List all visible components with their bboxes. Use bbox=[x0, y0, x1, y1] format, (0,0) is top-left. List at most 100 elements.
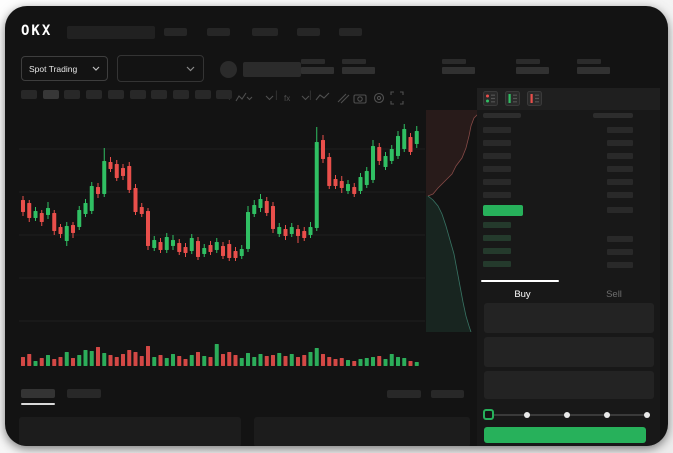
bottom-control-placeholder[interactable] bbox=[387, 390, 421, 398]
ask-price-placeholder bbox=[483, 127, 511, 133]
slider-stop-dot[interactable] bbox=[644, 412, 650, 418]
volume-bar bbox=[277, 353, 282, 366]
slider-stop-dot[interactable] bbox=[524, 412, 530, 418]
candle bbox=[202, 244, 207, 257]
candle bbox=[83, 199, 88, 217]
order-input-placeholder[interactable] bbox=[484, 371, 654, 399]
slider-stop-dot[interactable] bbox=[564, 412, 570, 418]
toolbar-divider: | bbox=[309, 90, 312, 101]
volume-bar bbox=[89, 351, 94, 366]
volume-bar bbox=[396, 357, 400, 366]
timeframe-button[interactable] bbox=[216, 90, 233, 99]
nav-item-placeholder[interactable] bbox=[252, 28, 278, 36]
ask-amount-placeholder bbox=[607, 153, 633, 159]
timeframe-button[interactable] bbox=[86, 90, 103, 99]
candle bbox=[183, 243, 188, 257]
tab-sell[interactable]: Sell bbox=[606, 289, 622, 300]
nav-item-placeholder[interactable] bbox=[164, 28, 187, 36]
timeframe-button[interactable] bbox=[172, 90, 189, 99]
candle bbox=[214, 238, 219, 253]
stat-label-placeholder bbox=[301, 59, 325, 64]
volume-bar bbox=[164, 358, 169, 366]
candlestick-chart[interactable] bbox=[19, 106, 425, 376]
timeframe-button[interactable] bbox=[194, 90, 211, 99]
volume-bar bbox=[258, 354, 263, 366]
volume-bar bbox=[221, 354, 225, 366]
nav-item-placeholder[interactable] bbox=[297, 28, 320, 36]
indicator-zigzag-icon[interactable] bbox=[235, 90, 253, 106]
nav-item-placeholder[interactable] bbox=[207, 28, 230, 36]
orderbook-last-price bbox=[483, 205, 523, 216]
volume-bar bbox=[302, 355, 307, 366]
ask-amount-placeholder bbox=[607, 166, 633, 172]
candle bbox=[358, 173, 363, 194]
volume-bar bbox=[208, 357, 213, 366]
candle bbox=[258, 194, 263, 212]
ask-price-placeholder bbox=[483, 192, 511, 198]
volume-bar bbox=[339, 358, 344, 366]
line-chart-icon[interactable] bbox=[315, 90, 333, 106]
candle bbox=[189, 234, 194, 254]
book-combined-icon[interactable] bbox=[483, 91, 498, 106]
settings-gear-icon[interactable] bbox=[371, 90, 389, 106]
bid-amount-placeholder bbox=[607, 236, 633, 242]
amount-slider-handle[interactable] bbox=[483, 409, 494, 420]
order-input-placeholder[interactable] bbox=[484, 303, 654, 333]
ask-amount-placeholder bbox=[607, 127, 633, 133]
fullscreen-icon[interactable] bbox=[389, 90, 407, 106]
candle bbox=[139, 203, 144, 217]
orderbook-price-column-header bbox=[483, 113, 521, 118]
depth-ask-area bbox=[426, 110, 478, 196]
timeframe-button[interactable] bbox=[42, 90, 59, 99]
buy-submit-button[interactable] bbox=[484, 427, 646, 443]
volume-bar bbox=[27, 354, 32, 366]
bottom-tab[interactable] bbox=[67, 389, 101, 398]
tab-buy[interactable]: Buy bbox=[514, 289, 531, 300]
volume-bar bbox=[127, 350, 132, 366]
candle bbox=[252, 200, 257, 217]
volume-bar bbox=[77, 355, 82, 366]
volume-bar bbox=[152, 357, 157, 366]
volume-bar bbox=[227, 352, 232, 366]
timeframe-button[interactable] bbox=[64, 90, 81, 99]
bottom-tab-active[interactable] bbox=[21, 389, 55, 398]
timeframe-button[interactable] bbox=[151, 90, 168, 99]
volume-bar bbox=[358, 359, 363, 366]
book-sell-icon[interactable] bbox=[527, 91, 542, 106]
market-type-dropdown[interactable]: Spot Trading bbox=[21, 56, 108, 81]
volume-bar bbox=[71, 358, 75, 366]
candle bbox=[339, 176, 344, 193]
candle bbox=[264, 197, 269, 216]
candle bbox=[227, 240, 232, 261]
timeframe-button[interactable] bbox=[129, 90, 146, 99]
caret-down-icon[interactable] bbox=[261, 90, 279, 106]
nav-item-placeholder[interactable] bbox=[339, 28, 362, 36]
slider-stop-dot[interactable] bbox=[604, 412, 610, 418]
toolbar-divider: | bbox=[275, 90, 278, 101]
timeframe-button[interactable] bbox=[107, 90, 124, 99]
bottom-control-placeholder[interactable] bbox=[431, 390, 464, 398]
pair-dropdown[interactable] bbox=[117, 55, 204, 82]
fx-indicators-icon[interactable]: fx bbox=[281, 90, 299, 106]
book-buy-icon[interactable] bbox=[505, 91, 520, 106]
candle bbox=[196, 237, 200, 260]
candle bbox=[371, 140, 375, 183]
candle bbox=[96, 183, 100, 198]
search-placeholder[interactable] bbox=[67, 26, 155, 39]
volume-bar bbox=[408, 361, 413, 366]
candle bbox=[152, 236, 157, 251]
bid-price-placeholder bbox=[483, 222, 511, 228]
timeframe-button[interactable] bbox=[21, 90, 37, 99]
ask-price-placeholder bbox=[483, 140, 511, 146]
candle bbox=[164, 233, 169, 253]
camera-icon[interactable] bbox=[352, 90, 370, 106]
okx-logo: OKX bbox=[21, 23, 53, 39]
draw-tools-icon[interactable] bbox=[334, 90, 352, 106]
caret-down-icon[interactable] bbox=[297, 90, 315, 106]
candle bbox=[46, 202, 50, 219]
order-input-placeholder[interactable] bbox=[484, 337, 654, 367]
coin-icon bbox=[220, 61, 237, 78]
candle bbox=[364, 167, 369, 188]
stat-label-placeholder bbox=[577, 59, 601, 64]
